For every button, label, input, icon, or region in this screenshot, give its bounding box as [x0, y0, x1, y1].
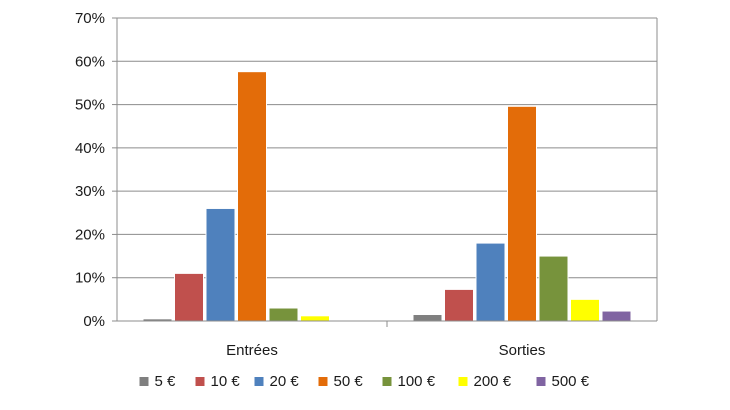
legend-label: 50 € [334, 373, 364, 390]
bars [142, 71, 632, 322]
y-tick-label: 60% [75, 53, 105, 70]
legend-swatch [254, 377, 264, 386]
legend-label: 10 € [211, 373, 241, 390]
x-category-label: Sorties [499, 342, 546, 359]
legend-label: 200 € [474, 373, 512, 390]
bar-sorties-2 [475, 242, 506, 322]
legend-item: 200 € [458, 373, 512, 390]
bar-entres-2 [205, 207, 236, 322]
bar-sorties-4 [538, 255, 569, 322]
legend-label: 5 € [155, 373, 177, 390]
y-tick-label: 0% [83, 313, 105, 330]
y-tick-label: 50% [75, 97, 105, 114]
bar-entres-4 [268, 307, 299, 322]
legend-label: 500 € [552, 373, 590, 390]
legend-item: 5 € [139, 373, 177, 390]
legend-item: 50 € [318, 373, 364, 390]
y-tick-label: 30% [75, 183, 105, 200]
legend-swatch [318, 377, 328, 386]
y-tick-label: 20% [75, 226, 105, 243]
bar-sorties-5 [570, 298, 600, 322]
legend-swatch [195, 377, 205, 386]
legend-item: 20 € [254, 373, 300, 390]
y-tick-label: 40% [75, 140, 105, 157]
legend-swatch [536, 377, 546, 386]
legend: 5 € 10 € 20 € 50 € 100 € 200 € 500 € [139, 373, 590, 390]
bar-sorties-3 [507, 105, 537, 322]
legend-item: 10 € [195, 373, 241, 390]
y-tick-label: 10% [75, 270, 105, 287]
bar-entres-3 [237, 71, 267, 322]
legend-item: 500 € [536, 373, 590, 390]
bar-entres-5 [300, 315, 330, 322]
legend-item: 100 € [382, 373, 436, 390]
bar-sorties-6 [601, 310, 632, 322]
legend-label: 100 € [398, 373, 436, 390]
bar-entres-1 [174, 272, 204, 322]
y-tick-label: 70% [75, 10, 105, 27]
bar-sorties-1 [444, 288, 474, 322]
axes: 0% 10% 20% 30% 40% 50% 60% 70% Entrées Sorties [75, 10, 658, 359]
legend-swatch [382, 377, 392, 386]
legend-swatch [139, 377, 149, 386]
bar-sorties-0 [412, 314, 443, 322]
legend-swatch [458, 377, 468, 386]
x-category-label: Entrées [226, 342, 278, 359]
legend-label: 20 € [270, 373, 300, 390]
